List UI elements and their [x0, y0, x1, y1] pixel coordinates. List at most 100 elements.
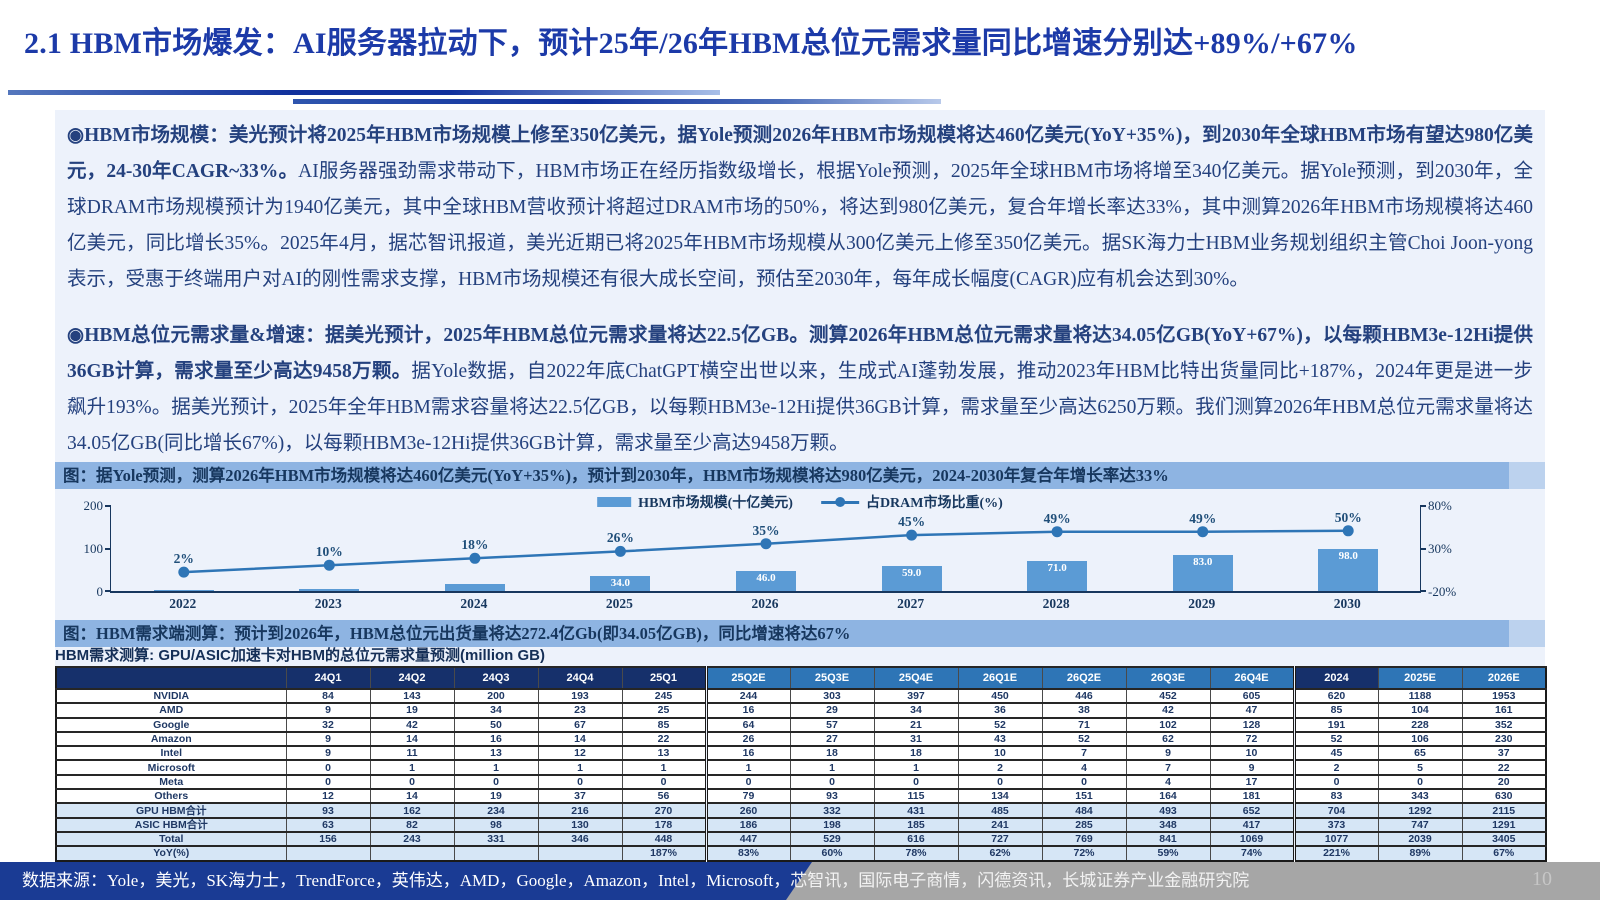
table-cell: 93	[285, 802, 370, 818]
table-cell: 9	[285, 730, 370, 747]
line-marker	[906, 529, 918, 541]
x-axis-label: 2025	[605, 596, 633, 611]
table-cell: 29	[789, 702, 874, 718]
dram-share-line	[178, 525, 1354, 578]
table-row: NVIDIA 84 143 200 193 245 244 303 397 450 446 452 60…	[55, 687, 1546, 704]
table-cell: 0	[1292, 773, 1378, 790]
table-cell: 42	[1125, 702, 1210, 718]
table-cell: 1	[873, 759, 958, 775]
table-cell: 2	[957, 759, 1042, 775]
table-cell: 14	[369, 788, 454, 804]
table-cell: 343	[1377, 788, 1462, 804]
table-cell: 102	[1125, 716, 1210, 732]
table-row-label: YoY(%)	[55, 845, 286, 861]
table-cell: 2	[1292, 759, 1378, 775]
table-col-header: 24Q4	[537, 666, 622, 689]
line-marker	[1197, 526, 1209, 538]
table-cell: 143	[369, 687, 454, 704]
table-cell: 605	[1209, 687, 1294, 704]
table-cell: 52	[1041, 730, 1126, 747]
table-cell: 115	[873, 788, 958, 804]
table-cell: 0	[537, 773, 622, 790]
table-cell: 13	[453, 745, 538, 761]
table-row: ASIC HBM合计 63 82 98 130 178 186 198 185 241 285 348…	[55, 816, 1546, 832]
x-axis-label: 2029	[1188, 596, 1216, 611]
table-cell	[453, 845, 538, 861]
table-cell: 230	[1461, 730, 1546, 747]
table-cell: 747	[1377, 816, 1462, 832]
table-row-label: Intel	[55, 745, 286, 761]
table-cell: 0	[285, 759, 370, 775]
bar-2027	[881, 565, 942, 591]
bullet-lead: ◉HBM总位元需求量&增速：	[67, 325, 326, 346]
chart-plot-area: 34.0 46.0 59.0 71.0 83.0 98.0 2% 10% 18% 26% 35% 45…	[110, 505, 1421, 593]
table-cell: 260	[704, 802, 790, 818]
table-caption: 图：HBM需求端测算：预计到2026年，HBM总位元出货量将达272.4亿Gb(…	[55, 620, 1545, 647]
line-marker	[760, 538, 772, 550]
table-row-label: Amazon	[55, 730, 286, 747]
table-cell: 529	[789, 830, 874, 847]
line-value-label: 45%	[898, 514, 926, 530]
right-axis-tick: -20%	[1428, 584, 1457, 599]
table-cell: 244	[704, 687, 790, 704]
line-value-label: 49%	[1189, 510, 1217, 526]
table-cell: 104	[1377, 702, 1462, 718]
bar-value-label: 59.0	[901, 566, 922, 579]
table-col-header	[55, 666, 286, 689]
table-cell: 151	[1041, 788, 1126, 804]
table-cell: 128	[1209, 716, 1294, 732]
table-cell: 7	[1125, 759, 1210, 775]
table-row-label: Others	[55, 788, 286, 804]
table-cell: 0	[789, 773, 874, 790]
table-col-header: 2025E	[1377, 666, 1462, 689]
bar-value-label: 71.0	[1047, 561, 1067, 574]
table-cell: 450	[957, 687, 1042, 704]
table-cell: 19	[369, 702, 454, 718]
bar-value-label: 98.0	[1338, 549, 1358, 562]
bar-2026	[736, 571, 796, 591]
table-col-header: 2026E	[1461, 666, 1546, 689]
line-marker	[1342, 525, 1354, 537]
table-col-header: 26Q1E	[957, 666, 1042, 689]
table-cell: 52	[957, 716, 1042, 732]
table-cell: 1	[369, 759, 454, 775]
bold-summary: 据美光预计，2025年HBM总位元需求量将达22.5亿GB。测算2026年HBM…	[67, 325, 1533, 382]
x-axis-label: 2027	[897, 596, 925, 611]
table-col-header: 25Q4E	[873, 666, 958, 689]
table-cell: 64	[704, 716, 790, 732]
table-cell: 72%	[1041, 845, 1126, 861]
table-col-header: 25Q2E	[704, 666, 790, 689]
table-cell: 9	[285, 745, 370, 761]
table-cell: 32	[285, 716, 370, 732]
table-cell: 5	[1377, 759, 1462, 775]
line-value-label: 18%	[461, 537, 489, 553]
table-cell: 769	[1041, 830, 1126, 847]
table-cell: 727	[957, 830, 1042, 847]
table-cell: 0	[621, 773, 706, 790]
table-cell: 2039	[1377, 830, 1462, 847]
table-cell: 38	[1041, 702, 1126, 718]
table-cell: 185	[873, 816, 958, 832]
table-cell: 82	[369, 816, 454, 832]
table-cell: 59%	[1125, 845, 1210, 861]
table-cell: 228	[1377, 716, 1462, 732]
table-cell: 10	[1209, 745, 1294, 761]
table-cell: 1	[789, 759, 874, 775]
table-cell: 14	[369, 730, 454, 747]
table-cell: 11	[369, 745, 454, 761]
table-cell: 332	[789, 802, 874, 818]
table-cell: 10	[957, 745, 1042, 761]
table-cell: 16	[453, 730, 538, 747]
table-cell: 186	[704, 816, 790, 832]
table-cell: 1291	[1461, 816, 1546, 832]
table-title: HBM需求测算: GPU/ASIC加速卡对HBM的总位元需求量预测(millio…	[55, 647, 545, 664]
table-col-header: 25Q3E	[789, 666, 874, 689]
table-cell: 841	[1125, 830, 1210, 847]
table-row: Google 32 42 50 67 85 64 57 21 52 71 102 128 191 228 35…	[55, 716, 1546, 732]
x-axis-label: 2024	[460, 596, 488, 611]
table-row-label: NVIDIA	[55, 687, 286, 704]
table-col-header: 25Q1	[621, 666, 706, 689]
table-cell: 16	[704, 745, 790, 761]
table-cell: 83%	[704, 845, 790, 861]
table-col-header: 24Q3	[453, 666, 538, 689]
